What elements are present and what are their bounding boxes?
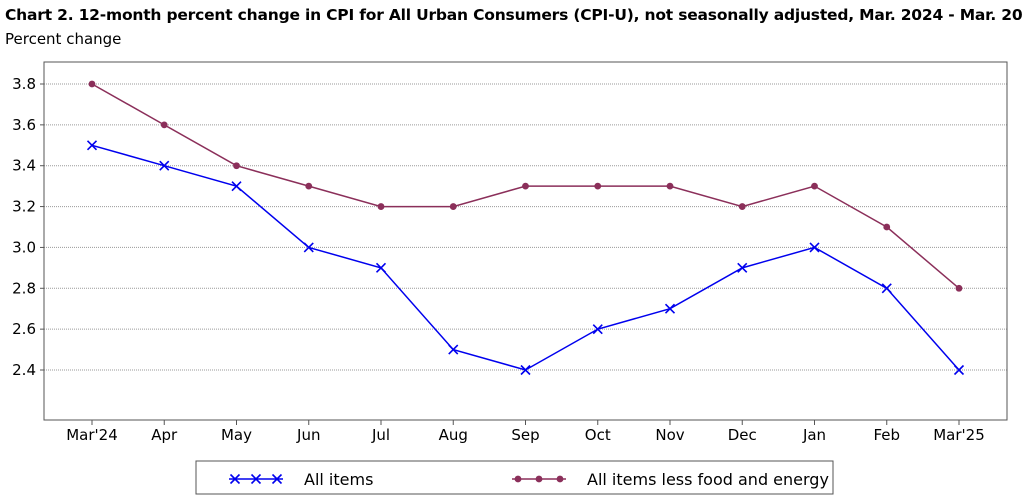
series-line (91, 144, 960, 371)
series-core (88, 80, 963, 292)
x-axis-ticks: Mar'24 Apr May Jun Jul Aug Sep Oct Nov Dec Jan Feb M… (66, 420, 985, 444)
data-point (953, 364, 965, 376)
legend-item-all-items (229, 473, 283, 485)
y-tick-label: 3.6 (12, 116, 36, 134)
x-tick-label: Apr (151, 426, 178, 444)
legend-swatch-marker (556, 475, 564, 483)
legend-label-core: All items less food and energy (587, 470, 829, 489)
y-tick-label: 2.8 (12, 279, 36, 297)
data-point (160, 121, 168, 129)
data-point (377, 203, 385, 210)
data-point (231, 181, 242, 192)
legend-swatch-marker (514, 475, 522, 483)
data-point (448, 344, 459, 355)
data-point (666, 182, 674, 190)
x-tick-label: Jan (802, 426, 826, 444)
y-tick-label: 3.2 (12, 198, 36, 216)
data-point (520, 364, 531, 376)
x-tick-label: Feb (873, 426, 900, 444)
x-tick-label: Nov (655, 426, 684, 444)
x-tick-label: May (221, 426, 252, 444)
data-point (522, 182, 529, 190)
y-tick-label: 3.0 (12, 238, 36, 256)
series-all-items (86, 140, 965, 376)
data-point (738, 203, 746, 210)
y-axis-ticks: 2.4 2.6 2.8 3.0 3.2 3.4 3.6 3.8 (12, 75, 44, 379)
x-tick-label: Sep (511, 426, 539, 444)
y-tick-label: 2.4 (12, 361, 36, 379)
data-point (86, 140, 98, 151)
data-point (664, 303, 676, 314)
data-point (811, 182, 818, 190)
plot-area (43, 61, 1008, 421)
data-point (737, 262, 748, 273)
legend-swatch-marker (250, 473, 262, 485)
legend-label-all-items: All items (304, 470, 373, 489)
y-tick-label: 3.4 (12, 157, 36, 175)
data-point (594, 182, 602, 190)
legend: All items All items less food and energy (195, 460, 834, 495)
legend-swatch-marker (229, 473, 241, 485)
data-point (375, 262, 387, 273)
x-tick-label: Mar'24 (66, 426, 118, 444)
data-point (303, 242, 314, 253)
chart-title: Chart 2. 12-month percent change in CPI … (5, 6, 1023, 24)
data-point (592, 324, 603, 335)
x-tick-label: Dec (728, 426, 757, 444)
x-tick-label: Aug (439, 426, 468, 444)
x-tick-label: Oct (585, 426, 611, 444)
data-point (449, 203, 457, 210)
x-tick-label: Jun (296, 426, 320, 444)
series-layer (86, 80, 965, 376)
y-tick-label: 2.6 (12, 320, 36, 338)
data-point (955, 284, 963, 292)
data-point (881, 283, 892, 294)
grid-lines (44, 83, 1007, 371)
data-point (809, 242, 820, 253)
x-tick-label: Jul (371, 426, 390, 444)
data-point (883, 223, 891, 231)
data-point (305, 182, 313, 190)
x-tick-label: Mar'25 (933, 426, 985, 444)
y-axis-label: Percent change (5, 30, 122, 48)
legend-swatch-marker (535, 475, 543, 483)
data-point (88, 80, 96, 88)
y-tick-label: 3.8 (12, 75, 36, 93)
legend-item-core (512, 475, 566, 483)
data-point (159, 160, 170, 171)
legend-box (195, 460, 834, 495)
data-point (233, 162, 240, 170)
legend-swatch-marker (271, 473, 283, 485)
